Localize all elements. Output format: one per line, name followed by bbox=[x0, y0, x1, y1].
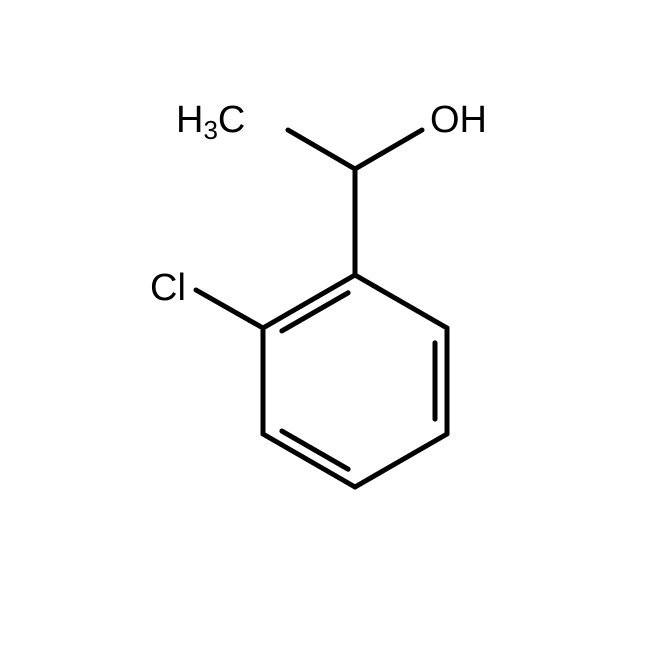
hydroxyl-label: OH bbox=[430, 99, 487, 141]
molecule-canvas: H3C OH Cl bbox=[0, 0, 650, 650]
methyl-label: H3C bbox=[176, 99, 245, 145]
chlorine-label: Cl bbox=[150, 267, 186, 309]
